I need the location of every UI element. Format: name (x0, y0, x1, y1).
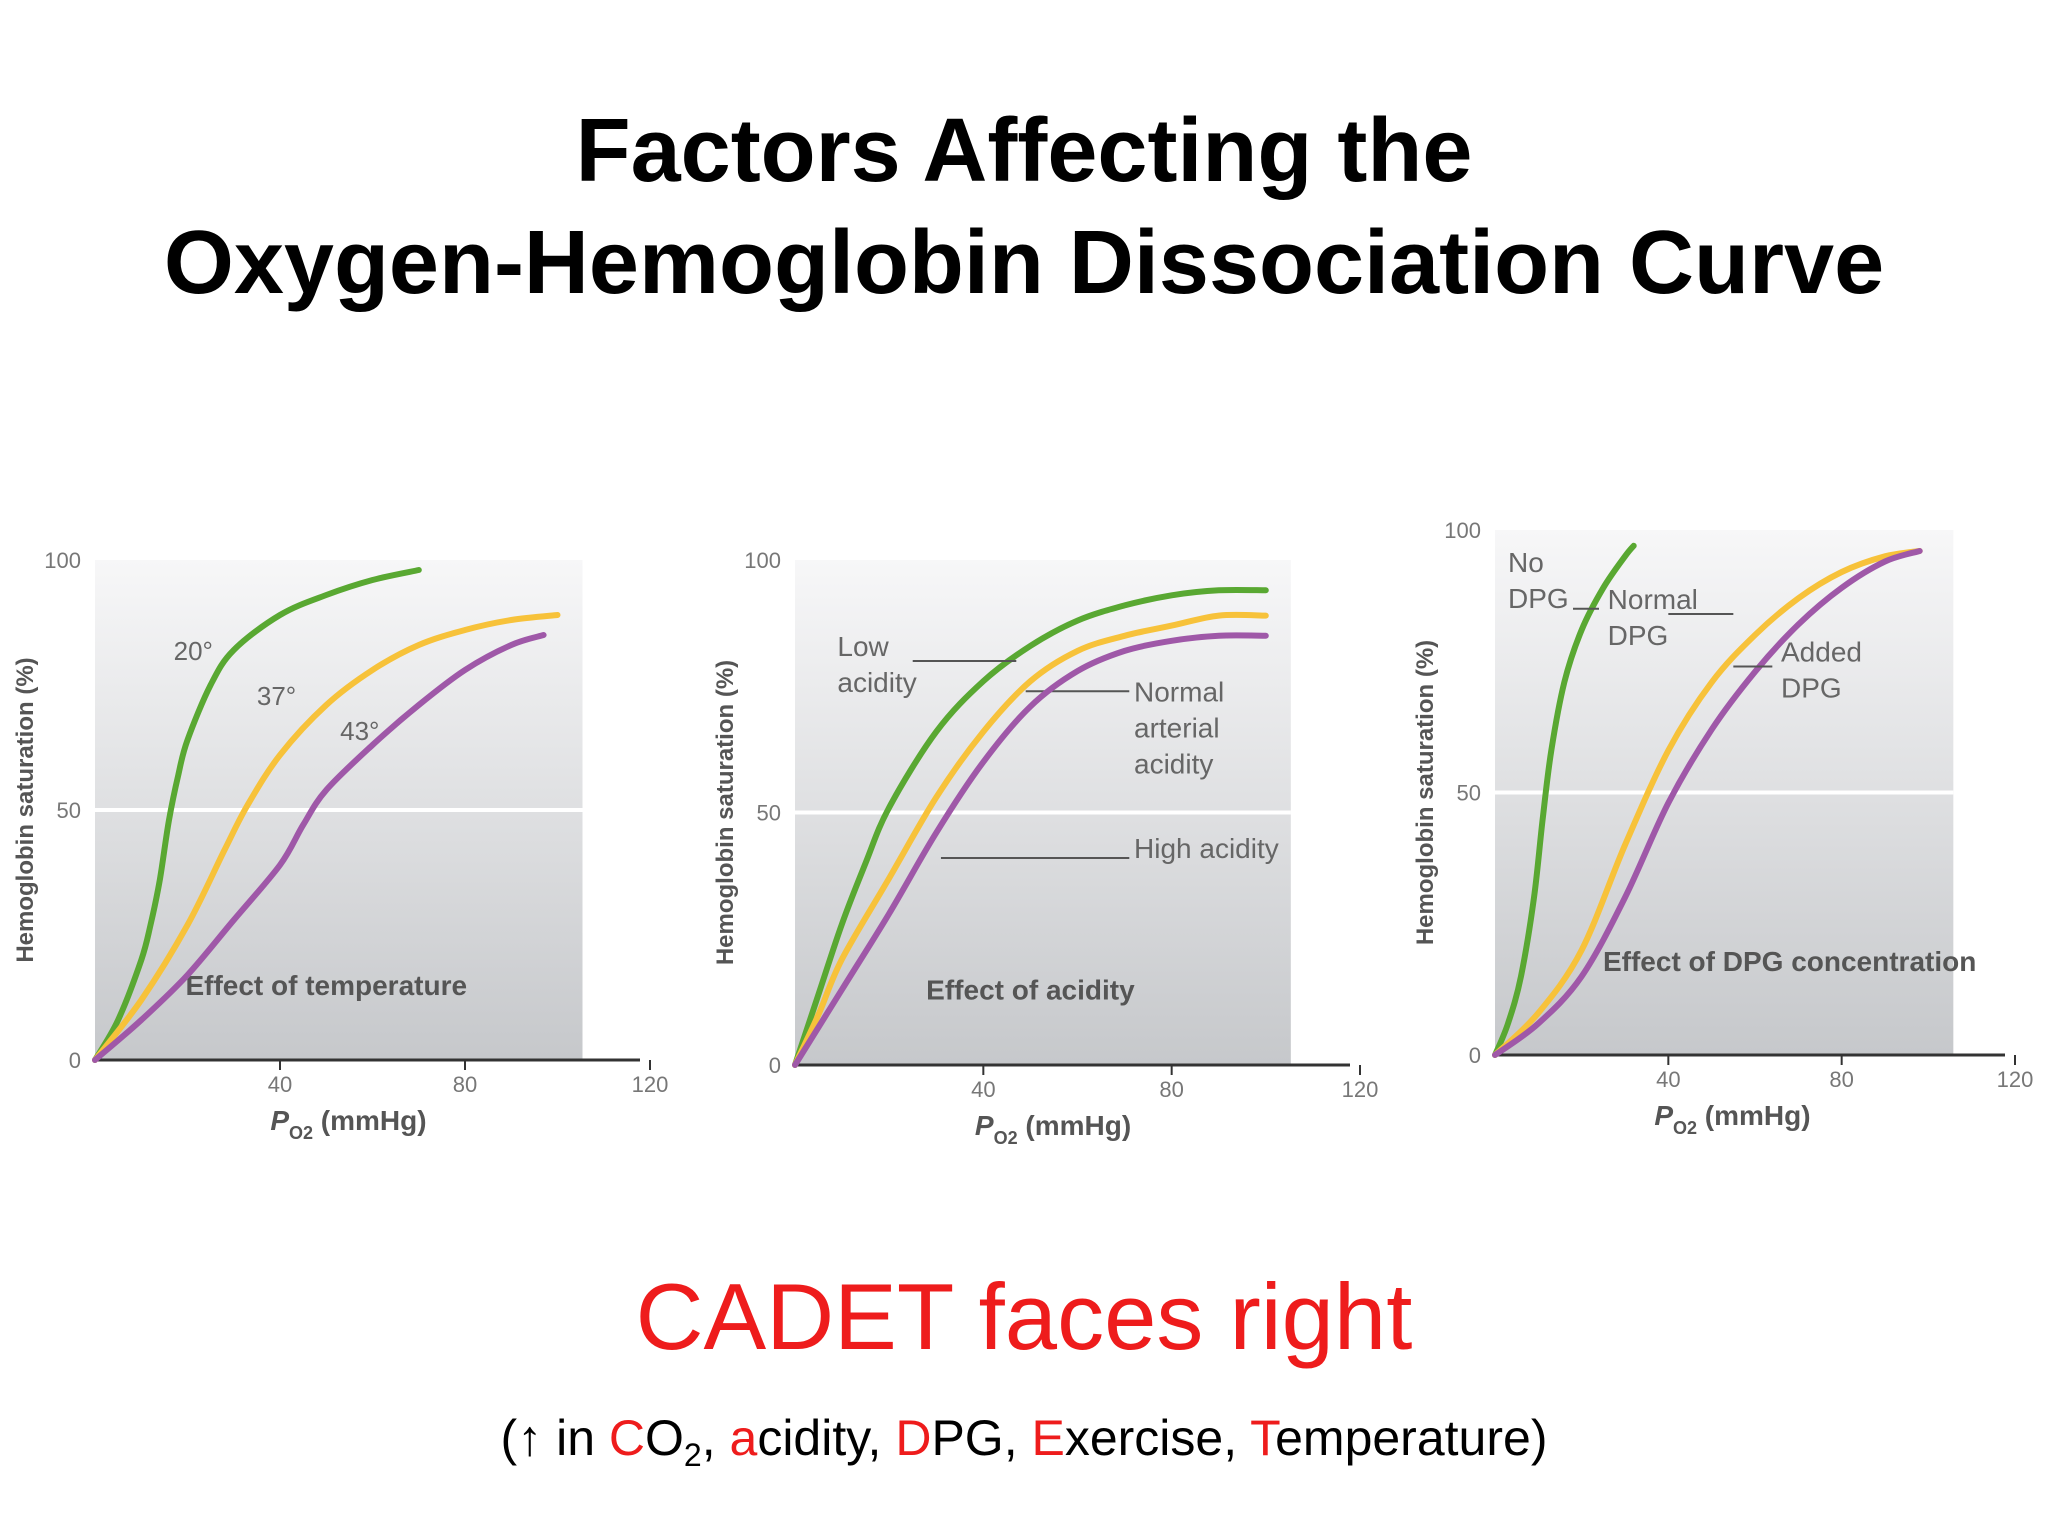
x-axis-label-sub: O2 (289, 1123, 313, 1143)
series-line-purple (92, 632, 547, 1063)
mn-exercise: xercise (1064, 1410, 1224, 1466)
y-tick-label: 0 (769, 1053, 781, 1078)
series-label-line: Low (837, 631, 889, 662)
y-axis-label: Hemoglobin saturation (%) (1412, 640, 1439, 945)
x-axis-label-unit: (mmHg) (1697, 1100, 1811, 1131)
series-label: 43° (340, 716, 379, 746)
series-label-line: Added (1781, 636, 1862, 667)
y-tick-label: 50 (57, 798, 81, 823)
mn-letter-a: a (729, 1410, 758, 1466)
series-label: 37° (257, 681, 296, 711)
x-tick-label: 120 (632, 1072, 669, 1097)
series-label-line: arterial (1134, 712, 1220, 743)
mn-letter-t: T (1250, 1410, 1276, 1466)
y-tick-label: 0 (69, 1048, 81, 1073)
mn-open: ( (500, 1410, 518, 1466)
y-axis-label: Hemoglobin saturation (%) (12, 657, 39, 962)
mn-letter-c: C (608, 1410, 645, 1466)
x-axis-label-sub: O2 (994, 1128, 1018, 1148)
mn-sep-1: , (701, 1410, 730, 1466)
series-label-line: acidity (837, 667, 916, 698)
series-label-line: Normal (1134, 676, 1224, 707)
series-label: High acidity (1134, 833, 1279, 864)
x-axis-label-main: P (1654, 1100, 1673, 1131)
x-axis-label-unit: (mmHg) (1018, 1110, 1132, 1141)
x-tick-label: 80 (1159, 1077, 1183, 1102)
series-label: Low acidity (837, 631, 916, 698)
series-label-line: No (1508, 547, 1544, 578)
y-tick-label: 100 (44, 548, 81, 573)
mn-arrow: ↑ (517, 1410, 543, 1466)
x-axis-label: PO2 (mmHg) (975, 1110, 1131, 1148)
x-tick-label: 80 (453, 1072, 477, 1097)
series-label-line: DPG (1608, 620, 1669, 651)
series-label-line: High acidity (1134, 833, 1279, 864)
mn-letter-e: E (1031, 1410, 1065, 1466)
series-label: Normal DPG (1608, 584, 1698, 651)
x-axis-label: PO2 (mmHg) (1654, 1100, 1810, 1138)
x-axis-label: PO2 (mmHg) (270, 1105, 426, 1143)
y-tick-label: 50 (1457, 781, 1481, 806)
series-label: 20° (174, 636, 213, 666)
mn-sep-3: , (1003, 1410, 1032, 1466)
title-line-1: Factors Affecting the (575, 101, 1473, 201)
chart-3: 40 80 120 0 50 100 Hemoglobin saturation (%) PO… (1412, 518, 2033, 1138)
mn-temperature: emperature (1275, 1410, 1531, 1466)
series-label-line: DPG (1781, 672, 1842, 703)
series-line-green (792, 586, 1269, 1068)
series-line-yellow (92, 612, 561, 1063)
x-axis-label-sub: O2 (1673, 1118, 1697, 1138)
mn-sep-4: , (1223, 1410, 1251, 1466)
series-line-green (1492, 542, 1637, 1058)
series-label: Added DPG (1781, 636, 1862, 703)
series-line-green (92, 567, 422, 1063)
series-line-yellow (1492, 548, 1923, 1058)
x-tick-label: 40 (971, 1077, 995, 1102)
y-tick-label: 0 (1469, 1043, 1481, 1068)
series-line-purple (1492, 548, 1923, 1058)
mn-acidity: cidity (757, 1410, 868, 1466)
chart-title: Effect of acidity (926, 974, 1135, 1005)
mn-close: ) (1530, 1410, 1548, 1466)
y-tick-label: 50 (757, 801, 781, 826)
chart-title: Effect of DPG concentration (1603, 946, 1976, 977)
mn-two: 2 (683, 1437, 702, 1473)
x-tick-label: 80 (1829, 1067, 1853, 1092)
mn-in: in (542, 1410, 609, 1466)
series-line-purple (792, 632, 1269, 1068)
slide-title: Factors Affecting the Oxygen-Hemoglobin … (0, 95, 2048, 319)
mn-letter-d: D (895, 1410, 932, 1466)
y-tick-label: 100 (1444, 518, 1481, 543)
mn-o: O (645, 1410, 684, 1466)
x-axis-label-main: P (270, 1105, 289, 1136)
chart-2: 40 80 120 0 50 100 Hemoglobin saturation (%) PO… (712, 548, 1378, 1148)
x-tick-label: 40 (1656, 1067, 1680, 1092)
series-label-line: Normal (1608, 584, 1698, 615)
mn-dpg: PG (931, 1410, 1004, 1466)
series-label: Normal arterial acidity (1134, 676, 1224, 779)
x-tick-label: 120 (1997, 1067, 2034, 1092)
x-tick-label: 40 (268, 1072, 292, 1097)
series-label-line: acidity (1134, 748, 1213, 779)
mn-sep-2: , (867, 1410, 896, 1466)
series-label: No DPG (1508, 547, 1569, 614)
chart-title: Effect of temperature (185, 970, 467, 1001)
x-tick-label: 120 (1342, 1077, 1379, 1102)
series-line-yellow (792, 611, 1269, 1068)
x-axis-label-main: P (975, 1110, 994, 1141)
series-label-line: DPG (1508, 583, 1569, 614)
y-tick-label: 100 (744, 548, 781, 573)
chart-1: 40 80 120 0 50 100 Hemoglobin saturation (%) PO… (12, 548, 668, 1143)
cadet-mnemonic: (↑ in CO2, acidity, DPG, Exercise, Tempe… (0, 1408, 2048, 1485)
title-line-2: Oxygen-Hemoglobin Dissociation Curve (163, 213, 1885, 313)
y-axis-label: Hemoglobin saturation (%) (712, 660, 739, 965)
cadet-subtitle: CADET faces right (635, 1264, 1413, 1369)
x-axis-label-unit: (mmHg) (313, 1105, 427, 1136)
